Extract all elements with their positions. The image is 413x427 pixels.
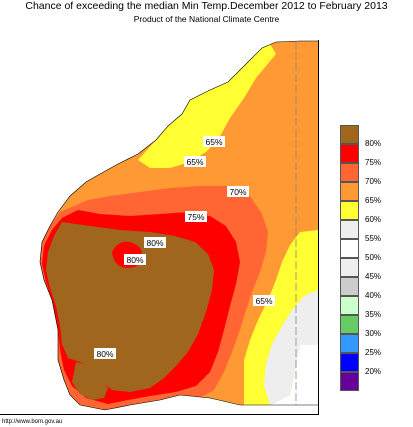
label-70: 70% bbox=[229, 187, 246, 197]
legend-label: 75% bbox=[365, 158, 382, 167]
region-60-yellow-east bbox=[244, 230, 318, 405]
legend-swatch bbox=[340, 334, 359, 353]
climate-map: 65% 65% 70% 75% 80% 80% 65% 80% bbox=[0, 40, 340, 426]
region-55-grey bbox=[264, 290, 318, 405]
legend-label: 25% bbox=[365, 348, 382, 357]
legend: 80% 75% 70% 65% 60% 55% 50% 45% 40% 35% 30% 25% 20% bbox=[340, 125, 388, 396]
label-65-pilbara: 65% bbox=[186, 157, 203, 167]
label-65-east: 65% bbox=[255, 296, 272, 306]
legend-label: 40% bbox=[365, 291, 382, 300]
legend-swatch bbox=[340, 201, 359, 220]
legend-swatch bbox=[340, 315, 359, 334]
legend-swatch bbox=[340, 182, 359, 201]
legend-label: 30% bbox=[365, 329, 382, 338]
legend-label: 50% bbox=[365, 253, 382, 262]
legend-swatch bbox=[340, 144, 359, 163]
legend-swatch bbox=[340, 163, 359, 182]
legend-swatch bbox=[340, 220, 359, 239]
region-80-main bbox=[46, 222, 214, 392]
legend-swatch bbox=[340, 353, 359, 372]
legend-label: 60% bbox=[365, 215, 382, 224]
legend-label: 65% bbox=[365, 196, 382, 205]
map-title: Chance of exceeding the median Min Temp.… bbox=[25, 0, 388, 12]
map-subtitle: Product of the National Climate Centre bbox=[133, 14, 280, 24]
coastline bbox=[39, 40, 318, 411]
source-url: http://www.bom.gov.au bbox=[2, 419, 63, 425]
label-80-inner: 80% bbox=[126, 255, 143, 265]
legend-label: 35% bbox=[365, 310, 382, 319]
legend-swatch bbox=[340, 125, 359, 144]
legend-label: 80% bbox=[365, 139, 382, 148]
legend-label: 70% bbox=[365, 177, 382, 186]
label-80-south: 80% bbox=[96, 349, 113, 359]
legend-label: 45% bbox=[365, 272, 382, 281]
region-80-south bbox=[72, 362, 108, 400]
legend-swatch bbox=[340, 258, 359, 277]
label-75: 75% bbox=[187, 212, 204, 222]
legend-label: 20% bbox=[365, 367, 382, 376]
legend-swatch bbox=[340, 372, 359, 391]
label-65-kimberley: 65% bbox=[205, 137, 222, 147]
legend-swatch bbox=[340, 296, 359, 315]
legend-swatch bbox=[340, 239, 359, 258]
label-80-upper: 80% bbox=[146, 238, 163, 248]
region-60-yellow-north bbox=[138, 44, 276, 168]
legend-label: 55% bbox=[365, 234, 382, 243]
map-labels: 65% 65% 70% 75% 80% 80% 65% 80% bbox=[94, 136, 275, 359]
legend-swatch bbox=[340, 277, 359, 296]
coastline-ocean-west bbox=[0, 40, 318, 414]
